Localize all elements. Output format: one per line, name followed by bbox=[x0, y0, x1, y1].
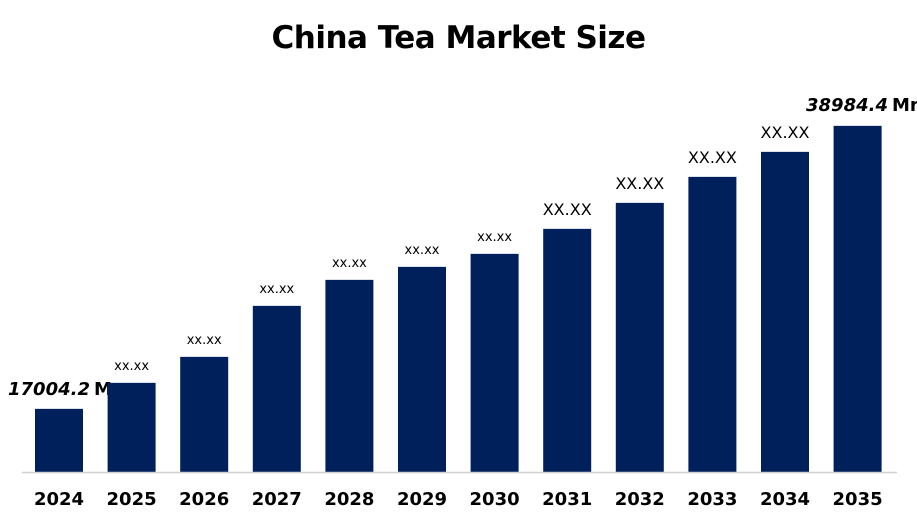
data-label: XX.XX bbox=[688, 148, 737, 167]
bar-2024 bbox=[35, 408, 83, 472]
data-label: xx.xx bbox=[114, 359, 149, 374]
x-tick-label: 2024 bbox=[34, 489, 84, 510]
bar-2029 bbox=[398, 266, 446, 472]
bar-2027 bbox=[252, 305, 301, 472]
x-tick-label: 2030 bbox=[470, 489, 520, 510]
bar-2031 bbox=[543, 228, 592, 472]
bar-2033 bbox=[688, 176, 737, 472]
data-label: xx.xx bbox=[405, 243, 440, 258]
x-tick-label: 2029 bbox=[397, 489, 447, 510]
bar-2026 bbox=[180, 356, 229, 472]
data-label: XX.XX bbox=[615, 174, 664, 193]
bar-2034 bbox=[761, 151, 809, 472]
x-tick-label: 2028 bbox=[324, 489, 374, 510]
bar-2032 bbox=[615, 202, 664, 473]
bar-2030 bbox=[470, 253, 519, 472]
x-tick-label: 2032 bbox=[615, 489, 665, 510]
x-tick-label: 2027 bbox=[252, 489, 302, 510]
bar-2035 bbox=[833, 125, 882, 473]
data-label: XX.XX bbox=[761, 123, 810, 142]
data-label: xx.xx bbox=[477, 230, 512, 245]
data-label: xx.xx bbox=[332, 256, 367, 271]
x-tick-label: 2031 bbox=[542, 489, 592, 510]
data-label: 17004.2Mn bbox=[8, 379, 125, 400]
data-label: 38984.4 Mn bbox=[806, 95, 917, 116]
x-tick-label: 2025 bbox=[107, 489, 157, 510]
chart-title: China Tea Market Size bbox=[271, 20, 647, 56]
data-label: xx.xx bbox=[259, 282, 294, 297]
x-tick-label: 2034 bbox=[760, 489, 810, 510]
data-label: xx.xx bbox=[187, 333, 222, 348]
x-tick-label: 2026 bbox=[179, 489, 229, 510]
x-tick-label: 2035 bbox=[833, 489, 883, 510]
bar-2028 bbox=[325, 279, 374, 472]
bar-2025 bbox=[107, 382, 156, 472]
x-tick-label: 2033 bbox=[687, 489, 737, 510]
data-label: XX.XX bbox=[543, 200, 592, 219]
